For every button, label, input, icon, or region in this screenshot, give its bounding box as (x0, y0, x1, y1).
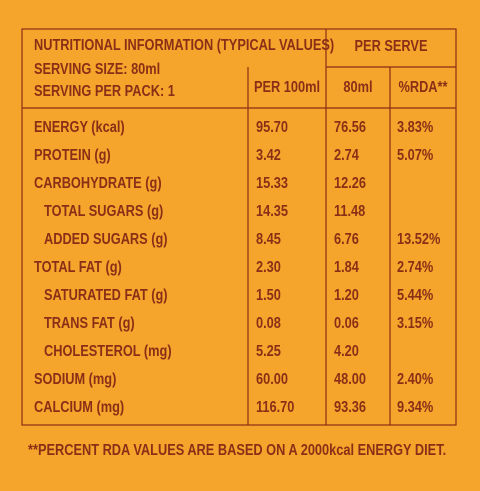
nutrient-label: CARBOHYDRATE (g) (34, 175, 162, 193)
nutrient-label: SATURATED FAT (g) (44, 287, 168, 305)
nutrient-value: 1.50 (256, 287, 281, 305)
nutrient-value: 6.76 (334, 231, 359, 249)
footnote: **PERCENT RDA VALUES ARE BASED ON A 2000… (28, 442, 446, 460)
nutrient-label: CHOLESTEROL (mg) (44, 343, 172, 361)
nutrient-value: 60.00 (256, 371, 288, 389)
nutrient-value: 4.20 (334, 343, 359, 361)
header-title: NUTRITIONAL INFORMATION (TYPICAL VALUES) (34, 37, 334, 55)
nutrient-value: 5.07% (397, 147, 433, 165)
nutrient-value: 5.44% (397, 287, 433, 305)
nutrient-label: TRANS FAT (g) (44, 315, 135, 333)
column-header: PER 100ml (254, 79, 320, 97)
servings-per-pack: SERVING PER PACK: 1 (34, 83, 175, 101)
nutrient-value: 0.08 (256, 315, 281, 333)
nutrient-value: 1.20 (334, 287, 359, 305)
nutrient-value: 14.35 (256, 203, 288, 221)
nutrient-value: 95.70 (256, 119, 288, 137)
nutrient-value: 2.74% (397, 259, 433, 277)
serving-size: SERVING SIZE: 80ml (34, 61, 160, 79)
nutrient-value: 93.36 (334, 399, 366, 417)
table-border (21, 28, 457, 426)
nutrient-value: 76.56 (334, 119, 366, 137)
nutrient-value: 116.70 (256, 399, 294, 417)
nutrient-value: 0.06 (334, 315, 359, 333)
per-serve-header: PER SERVE (355, 38, 428, 56)
nutrient-value: 48.00 (334, 371, 366, 389)
nutrient-value: 11.48 (334, 203, 365, 221)
nutrient-value: 15.33 (256, 175, 288, 193)
nutrient-value: 12.26 (334, 175, 366, 193)
nutrient-value: 2.40% (397, 371, 433, 389)
nutrient-value: 3.83% (397, 119, 433, 137)
nutrient-value: 2.30 (256, 259, 281, 277)
nutrient-label: TOTAL FAT (g) (34, 259, 122, 277)
nutrient-label: ADDED SUGARS (g) (44, 231, 168, 249)
nutrient-value: 3.15% (397, 315, 433, 333)
nutrient-value: 13.52% (397, 231, 440, 249)
nutrient-label: PROTEIN (g) (34, 147, 111, 165)
column-header: %RDA** (398, 79, 447, 97)
nutrient-value: 9.34% (397, 399, 433, 417)
nutrient-value: 3.42 (256, 147, 281, 165)
column-header: 80ml (343, 79, 372, 97)
nutrient-value: 1.84 (334, 259, 359, 277)
nutrient-label: ENERGY (kcal) (34, 119, 125, 137)
nutrient-label: TOTAL SUGARS (g) (44, 203, 163, 221)
nutrient-value: 5.25 (256, 343, 281, 361)
nutrient-label: SODIUM (mg) (34, 371, 117, 389)
nutrient-value: 2.74 (334, 147, 359, 165)
nutrient-label: CALCIUM (mg) (34, 399, 124, 417)
nutrient-value: 8.45 (256, 231, 281, 249)
